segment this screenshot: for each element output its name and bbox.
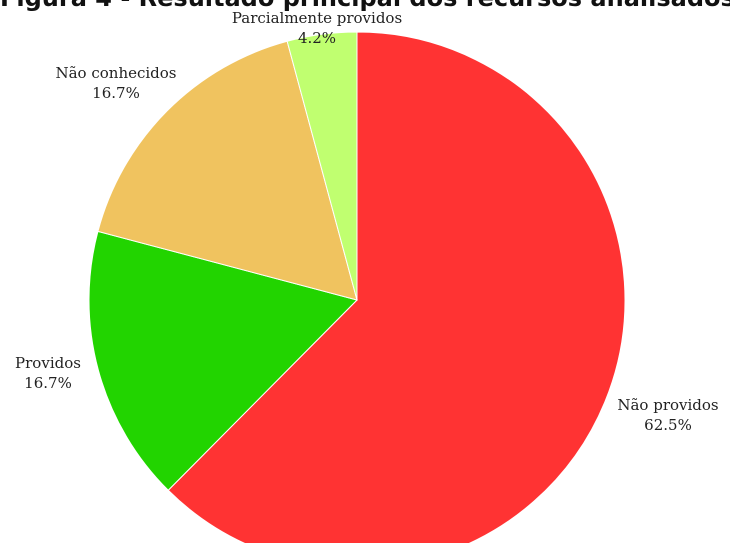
pie-slice-parcialmente-providos — [286, 31, 358, 301]
slice-percent-label: 16.7% — [92, 84, 140, 102]
pie-slices — [88, 31, 626, 543]
slice-percent-label: 4.2% — [298, 29, 336, 47]
pie-slice-n-o-providos — [167, 31, 626, 543]
pie-labels: Não providos 62.5% Providos 16.7% Não conhec… — [15, 9, 719, 434]
slice-label: Não conhecidos — [55, 64, 176, 82]
slice-label: Não providos — [617, 396, 718, 414]
pie-slice-providos — [88, 230, 358, 491]
slice-label: Providos — [15, 354, 81, 372]
pie-slice-n-o-conhecidos — [97, 40, 358, 301]
slice-percent-label: 62.5% — [644, 416, 692, 434]
slice-percent-label: 16.7% — [24, 374, 72, 392]
slice-label: Parcialmente providos — [232, 9, 402, 27]
chart-title: Figura 4 - Resultado principal dos recur… — [0, 0, 730, 12]
